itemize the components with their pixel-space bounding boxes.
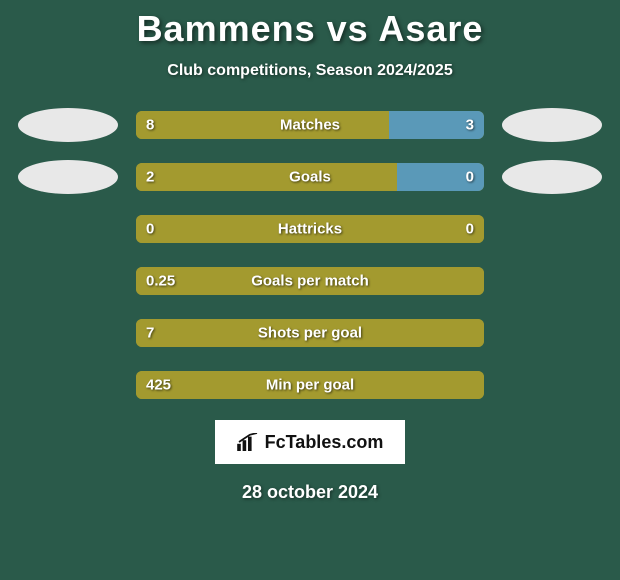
stat-label: Shots per goal [258,325,362,342]
stat-label: Matches [280,117,340,134]
chart-icon [237,433,259,451]
stat-value-right: 0 [466,221,474,238]
right-team-marker [502,160,602,194]
stat-bar: 0 0 Hattricks [136,215,484,243]
stat-rows: 8 3 Matches 2 0 Goals 0 0 Hattricks 0.25 Goals per… [0,108,620,402]
bar-fill-left [136,163,397,191]
stat-value-right: 3 [466,117,474,134]
left-team-marker [18,160,118,194]
stat-bar: 425 Min per goal [136,371,484,399]
right-team-marker [502,108,602,142]
stat-row: 2 0 Goals [0,160,620,194]
stat-value-left: 7 [146,325,154,342]
stat-bar: 0.25 Goals per match [136,267,484,295]
stat-row: 0.25 Goals per match [0,264,620,298]
left-team-marker [18,108,118,142]
stat-label: Goals [289,169,331,186]
stat-label: Goals per match [251,273,369,290]
stat-row: 7 Shots per goal [0,316,620,350]
stat-label: Min per goal [266,377,354,394]
stat-value-left: 0 [146,221,154,238]
stat-value-right: 0 [466,169,474,186]
date-label: 28 october 2024 [0,482,620,503]
logo-text: FcTables.com [265,432,384,453]
stat-bar: 8 3 Matches [136,111,484,139]
stat-value-left: 2 [146,169,154,186]
stat-label: Hattricks [278,221,342,238]
stat-value-left: 8 [146,117,154,134]
stat-row: 8 3 Matches [0,108,620,142]
page-title: Bammens vs Asare [0,0,620,50]
stat-row: 0 0 Hattricks [0,212,620,246]
stat-bar: 7 Shots per goal [136,319,484,347]
subtitle: Club competitions, Season 2024/2025 [0,62,620,80]
source-logo: FcTables.com [215,420,405,464]
stat-value-left: 0.25 [146,273,175,290]
stat-bar: 2 0 Goals [136,163,484,191]
bar-fill-left [136,111,389,139]
stat-value-left: 425 [146,377,171,394]
stat-row: 425 Min per goal [0,368,620,402]
